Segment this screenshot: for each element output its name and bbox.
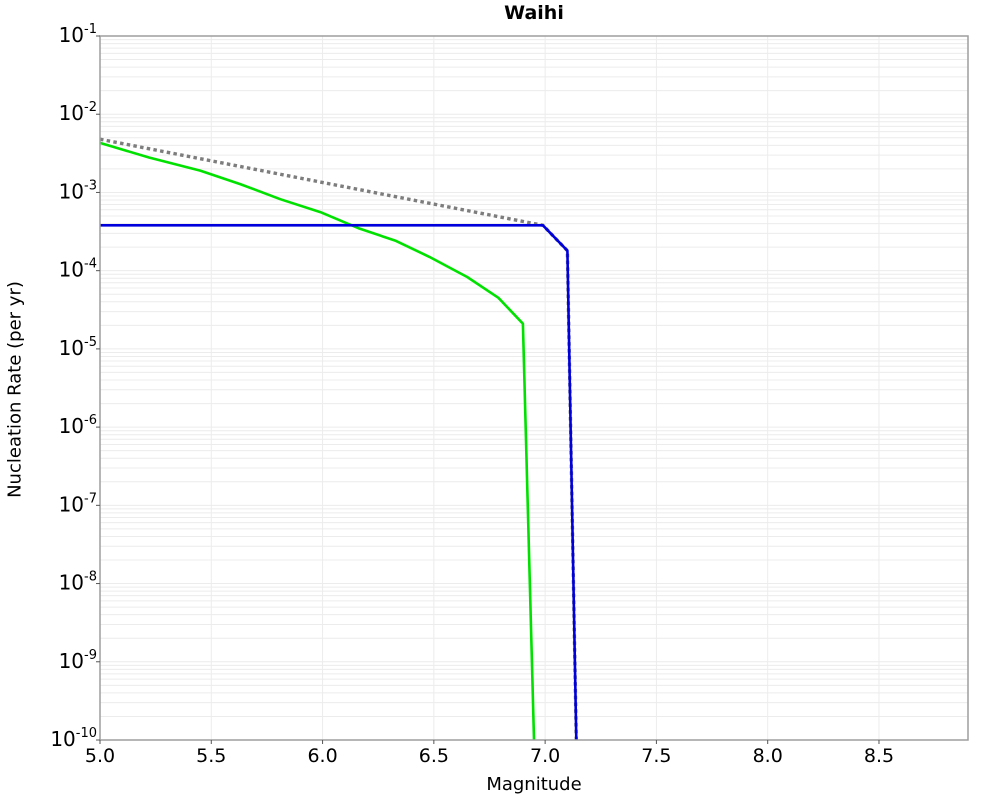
blue-line [100, 224, 578, 741]
y-tick-label: 10-4 [59, 257, 97, 282]
green-curve [99, 141, 536, 741]
y-tick-label: 10-5 [59, 335, 97, 360]
x-axis-label: Magnitude [486, 774, 582, 795]
x-tick-label: 7.0 [530, 745, 560, 767]
y-tick-label: 10-2 [59, 100, 97, 125]
y-tick-label: 10-6 [59, 413, 97, 438]
y-tick-label: 10-9 [59, 648, 97, 673]
x-tick-label: 8.5 [864, 745, 894, 767]
y-tick-label: 10-8 [59, 570, 97, 595]
x-tick-label: 5.5 [196, 745, 226, 767]
chart-title: Waihi [504, 2, 564, 24]
y-tick-label: 10-7 [59, 491, 97, 516]
y-axis-label: Nucleation Rate (per yr) [4, 281, 26, 498]
y-tick-label: 10-3 [59, 178, 97, 203]
x-tick-label: 6.5 [419, 745, 449, 767]
x-tick-label: 7.5 [641, 745, 671, 767]
plot-frame [99, 35, 969, 741]
x-tick-label: 6.0 [307, 745, 337, 767]
x-tick-label: 8.0 [753, 745, 783, 767]
gray-dotted [99, 137, 578, 741]
x-tick-label: 5.0 [85, 745, 115, 767]
y-tick-label: 10-1 [59, 22, 97, 47]
